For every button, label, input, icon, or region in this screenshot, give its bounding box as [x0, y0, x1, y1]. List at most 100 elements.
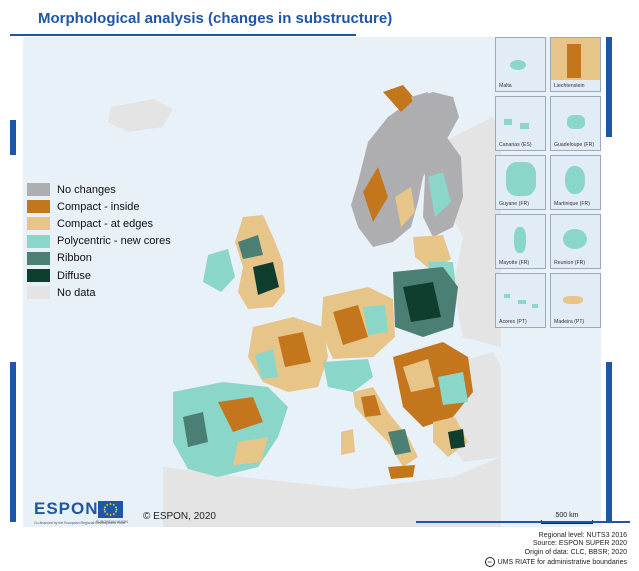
- side-bar-left-top: [10, 120, 16, 155]
- credit-origin: Origin of data: CLC, BBSR; 2020: [524, 548, 627, 556]
- legend-label: Ribbon: [57, 252, 92, 265]
- legend-item-no-data: No data: [27, 284, 171, 301]
- north-cape: [383, 85, 415, 112]
- inset-shape: [567, 115, 585, 129]
- legend-label: No changes: [57, 183, 116, 196]
- inset-label: Guyane (FR): [499, 201, 529, 207]
- legend-swatch: [27, 234, 50, 248]
- legend-swatch: [27, 269, 50, 283]
- inset-shape: [514, 227, 526, 253]
- italy-inside: [361, 395, 381, 417]
- inset-shape: [563, 296, 583, 304]
- inset-label: Guadeloupe (FR): [554, 142, 595, 148]
- inset-label: Acores (PT): [499, 319, 527, 325]
- eu-stars-icon: [103, 503, 118, 516]
- legend-item-diffuse: Diffuse: [27, 267, 171, 284]
- espon-logo: ESPON Co-financed by the European Region…: [34, 497, 134, 529]
- inset-shape: [506, 162, 536, 196]
- inset-mayotte: Mayotte (FR): [495, 214, 546, 269]
- greece-diffuse: [448, 429, 465, 449]
- legend-label: Diffuse: [57, 269, 92, 282]
- inset-label: Reunion (FR): [554, 260, 586, 266]
- legend-swatch: [27, 217, 50, 231]
- legend-swatch: [27, 286, 50, 300]
- france-poly: [255, 349, 278, 379]
- scale-label: 500 km: [555, 512, 579, 519]
- norway-inside: [363, 167, 388, 222]
- finland-poly: [428, 172, 451, 217]
- inset-shape: [567, 44, 581, 78]
- inset-guadeloupe: Guadeloupe (FR): [550, 96, 601, 151]
- inset-canarias: Canarias (ES): [495, 96, 546, 151]
- footer-rule: [416, 521, 630, 523]
- north-africa-nodata: [163, 457, 501, 527]
- inset-shape: [532, 304, 538, 308]
- inset-shape: [504, 294, 510, 298]
- balkans-edge: [403, 359, 435, 392]
- germany-inside: [333, 305, 368, 345]
- lapland: [411, 92, 433, 115]
- legend-label: Compact - inside: [57, 200, 140, 213]
- inset-liechtenstein: Liechtenstein: [550, 37, 601, 92]
- side-bar-right-top: [606, 37, 612, 137]
- legend-swatch: [27, 183, 50, 197]
- gb-ribbon: [238, 235, 263, 259]
- spain-inside: [218, 397, 263, 432]
- poland-diffuse: [403, 282, 441, 322]
- espon-logo-text: ESPON: [34, 499, 99, 518]
- espon-cofinanced-text: Co-financed by the European Regional Dev…: [34, 521, 125, 525]
- inset-shape: [504, 119, 512, 125]
- eu-label: EUROPEAN UNION: [96, 520, 128, 524]
- map-legend: No changes Compact - inside Compact - at…: [27, 181, 171, 301]
- inset-acores: Acores (PT): [495, 273, 546, 328]
- inset-shape: [518, 300, 526, 304]
- sweden-edge: [395, 187, 415, 227]
- great-britain: [235, 215, 285, 309]
- inset-maps: Malta Liechtenstein Canarias (ES) Guadel…: [495, 37, 601, 328]
- balkans-poly: [438, 372, 468, 405]
- inset-shape: [510, 60, 526, 70]
- legend-label: Compact - at edges: [57, 217, 153, 230]
- legend-item-compact-edges: Compact - at edges: [27, 215, 171, 232]
- gb-diffuse: [253, 262, 279, 295]
- credit-boundaries: UMS RIATE for administrative boundaries: [497, 559, 627, 567]
- credit-boundaries-line: cc UMS RIATE for administrative boundarie…: [484, 557, 627, 568]
- sicily: [388, 465, 415, 479]
- inset-label: Malta: [499, 83, 512, 89]
- inset-shape: [520, 123, 529, 129]
- inset-reunion: Reunion (FR): [550, 214, 601, 269]
- title-rule: [10, 34, 356, 36]
- legend-label: No data: [57, 286, 96, 299]
- inset-label: Liechtenstein: [554, 83, 585, 89]
- inset-shape: [563, 229, 587, 249]
- iceland: [108, 99, 173, 132]
- inset-madeira: Madeira (PT): [550, 273, 601, 328]
- map-credits: Regional level: NUTS3 2016 Source: ESPON…: [484, 532, 627, 568]
- sardinia: [341, 429, 355, 455]
- legend-item-compact-inside: Compact - inside: [27, 198, 171, 215]
- inset-shape: [565, 166, 585, 194]
- side-bar-right-bottom: [606, 362, 612, 522]
- europe-map: [108, 85, 501, 527]
- legend-item-no-changes: No changes: [27, 181, 171, 198]
- legend-label: Polycentric - new cores: [57, 235, 171, 248]
- inset-label: Martinique (FR): [554, 201, 591, 207]
- portugal-ribbon: [183, 412, 208, 447]
- ireland: [203, 249, 235, 292]
- inset-label: Madeira (PT): [554, 319, 585, 325]
- legend-swatch: [27, 251, 50, 265]
- inset-martinique: Martinique (FR): [550, 155, 601, 210]
- side-bar-left-bottom: [10, 362, 16, 522]
- credit-regional-level: Regional level: NUTS3 2016: [538, 532, 627, 539]
- inset-label: Canarias (ES): [499, 142, 532, 148]
- copyright-text: © ESPON, 2020: [143, 511, 216, 522]
- credit-source: Source: ESPON SUPER 2020: [532, 540, 627, 548]
- cc-license-icon: cc: [484, 557, 495, 568]
- inset-label: Mayotte (FR): [499, 260, 530, 266]
- alps: [323, 359, 373, 392]
- germany-poly: [363, 305, 388, 335]
- inset-guyane: Guyane (FR): [495, 155, 546, 210]
- inset-malta: Malta: [495, 37, 546, 92]
- france-inside: [278, 332, 311, 367]
- legend-item-polycentric: Polycentric - new cores: [27, 233, 171, 250]
